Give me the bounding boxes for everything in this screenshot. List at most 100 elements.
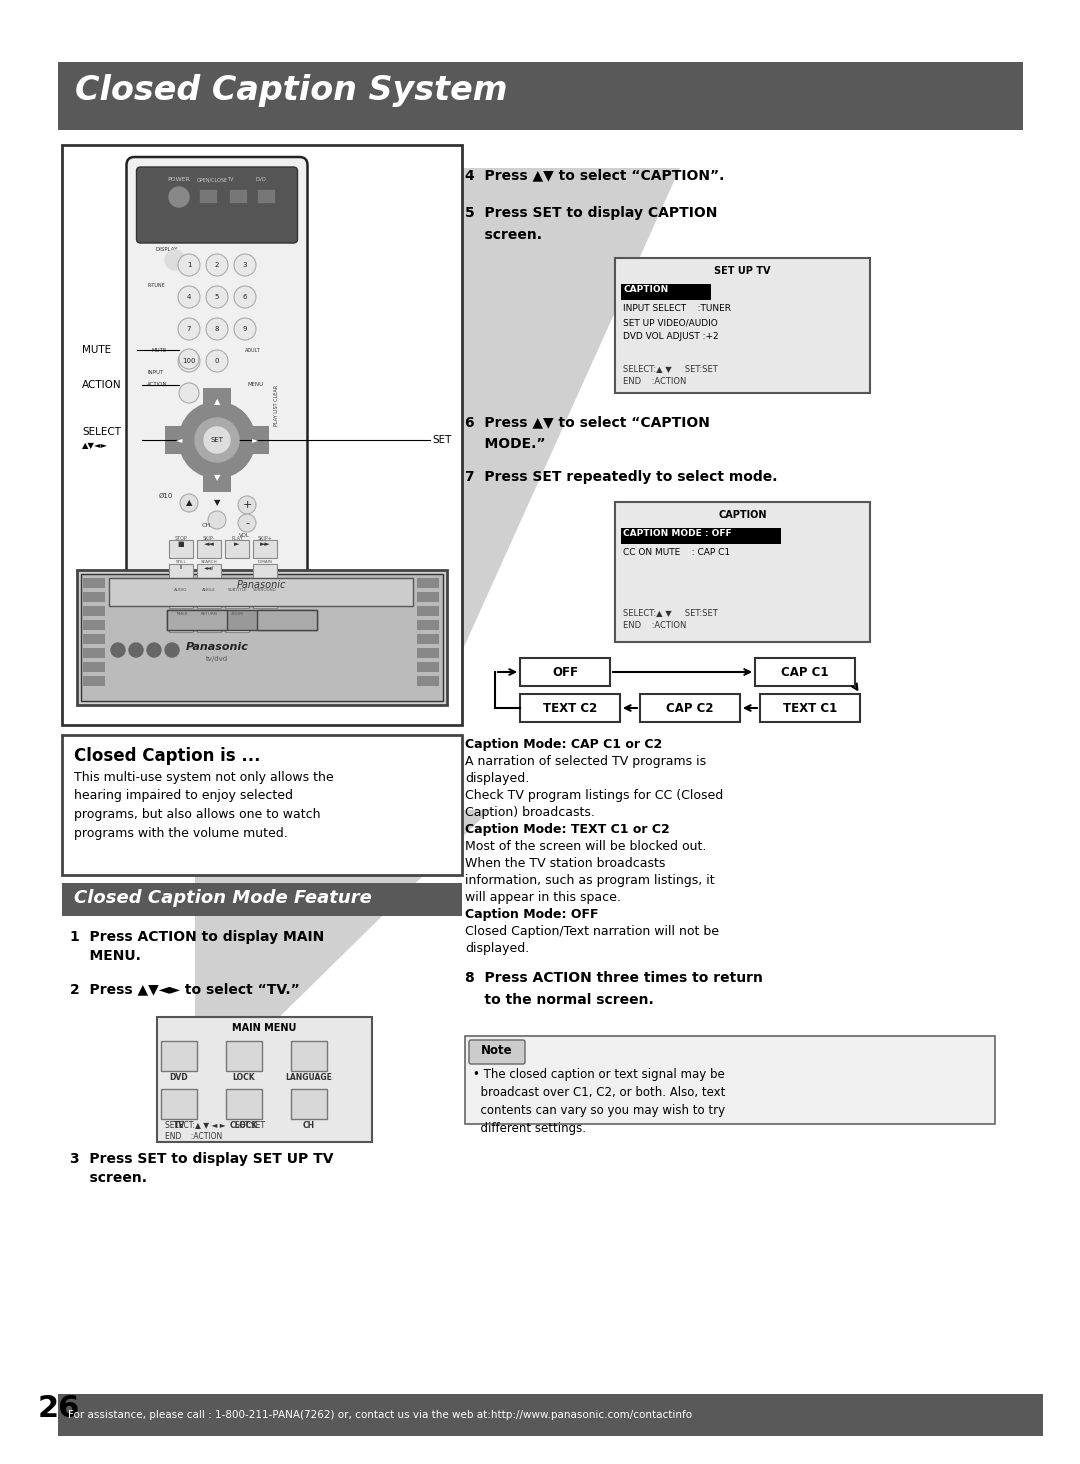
Text: 1: 1 [187, 262, 191, 268]
Text: ▲: ▲ [214, 398, 220, 407]
Text: SELECT:▲ ▼     SET:SET: SELECT:▲ ▼ SET:SET [623, 608, 718, 616]
Bar [62, 735, 462, 875]
Text: CH: CH [302, 1121, 315, 1130]
Text: ▲: ▲ [186, 499, 192, 508]
Bar [253, 591, 276, 608]
Text: END    :ACTION: END :ACTION [623, 378, 687, 386]
Text: R-TUNE: R-TUNE [147, 283, 165, 288]
Bar [165, 426, 193, 454]
Bar [197, 591, 221, 608]
Text: INPUT: INPUT [147, 370, 163, 375]
Text: A narration of selected TV programs is: A narration of selected TV programs is [465, 755, 706, 769]
Circle shape [238, 514, 256, 531]
Circle shape [129, 643, 143, 657]
Bar [197, 540, 221, 558]
Text: 2  Press ▲▼◄► to select “TV.”: 2 Press ▲▼◄► to select “TV.” [70, 982, 300, 996]
Bar [229, 189, 247, 203]
Bar [417, 591, 438, 602]
Text: information, such as program listings, it: information, such as program listings, i… [465, 874, 715, 887]
Text: CAPTION: CAPTION [718, 509, 767, 520]
Bar [225, 616, 249, 632]
Circle shape [179, 384, 199, 403]
Bar [417, 634, 438, 644]
Text: ◄◄: ◄◄ [204, 542, 214, 548]
Bar [417, 578, 438, 589]
Text: 0: 0 [215, 359, 219, 365]
Text: 7  Press SET repeatedly to select mode.: 7 Press SET repeatedly to select mode. [465, 470, 778, 485]
Text: SKIP-: SKIP- [203, 536, 215, 542]
Circle shape [208, 511, 226, 529]
Text: +: + [242, 501, 252, 509]
Circle shape [168, 187, 189, 206]
Text: SKIP+: SKIP+ [257, 536, 272, 542]
Text: CAP C2: CAP C2 [666, 701, 714, 714]
Text: For assistance, please call : 1-800-211-PANA(7262) or, contact us via the web at: For assistance, please call : 1-800-211-… [68, 1410, 692, 1420]
Bar [161, 1041, 197, 1072]
Bar [417, 649, 438, 657]
Bar [203, 464, 231, 492]
Text: ►►: ►► [259, 542, 270, 548]
Text: Closed Caption System: Closed Caption System [75, 75, 508, 107]
Circle shape [178, 285, 200, 307]
Text: 100: 100 [183, 359, 195, 365]
Bar [83, 662, 105, 672]
Text: ▼: ▼ [214, 499, 220, 508]
Text: SET: SET [211, 436, 224, 444]
Bar [615, 258, 870, 392]
Text: -: - [245, 518, 249, 529]
Bar [168, 540, 193, 558]
FancyBboxPatch shape [469, 1039, 525, 1064]
Text: TEXT C2: TEXT C2 [543, 701, 597, 714]
Text: ►: ► [252, 435, 258, 445]
Text: D.MAIN: D.MAIN [257, 561, 272, 564]
Circle shape [206, 253, 228, 277]
Bar [291, 1041, 327, 1072]
Text: SURROUND: SURROUND [253, 589, 276, 591]
Circle shape [195, 419, 239, 463]
Bar [615, 502, 870, 643]
FancyBboxPatch shape [136, 167, 297, 243]
Text: PLAY: PLAY [231, 536, 243, 542]
Bar [62, 145, 462, 725]
Bar [58, 1394, 1043, 1436]
Text: 5  Press SET to display CAPTION: 5 Press SET to display CAPTION [465, 206, 717, 220]
Text: Closed Caption/Text narration will not be: Closed Caption/Text narration will not b… [465, 925, 719, 938]
Bar [257, 189, 275, 203]
Circle shape [178, 318, 200, 340]
Bar [621, 529, 781, 545]
Text: ACTION: ACTION [82, 381, 122, 389]
Text: DISPLAY: DISPLAY [156, 247, 177, 252]
Text: ▼: ▼ [214, 473, 220, 483]
Text: Note: Note [482, 1044, 513, 1057]
Circle shape [178, 253, 200, 277]
Text: STOP: STOP [175, 536, 187, 542]
Bar [157, 1017, 372, 1142]
Text: CLOCK: CLOCK [230, 1121, 258, 1130]
Text: ZOOM: ZOOM [231, 612, 243, 616]
Bar [225, 540, 249, 558]
Bar [755, 657, 855, 687]
FancyBboxPatch shape [126, 157, 308, 603]
Text: END    :ACTION: END :ACTION [623, 621, 687, 630]
Bar [197, 616, 221, 632]
Text: SELECT:▲ ▼     SET:SET: SELECT:▲ ▼ SET:SET [623, 365, 718, 373]
Bar [417, 662, 438, 672]
Bar [519, 657, 610, 687]
Text: DVD: DVD [255, 177, 266, 182]
Text: CAPTION MODE : OFF: CAPTION MODE : OFF [623, 529, 731, 537]
Bar [253, 540, 276, 558]
Bar [167, 610, 227, 630]
Text: ▲▼◄►: ▲▼◄► [82, 442, 108, 451]
Text: 6: 6 [243, 294, 247, 300]
Text: ADULT: ADULT [245, 348, 260, 353]
Text: When the TV station broadcasts: When the TV station broadcasts [465, 856, 665, 870]
Bar [203, 388, 231, 416]
Text: Check TV program listings for CC (Closed: Check TV program listings for CC (Closed [465, 789, 724, 802]
Text: SELECT: SELECT [82, 427, 121, 436]
Bar [83, 606, 105, 616]
Text: This multi-use system not only allows the
hearing impaired to enjoy selected
pro: This multi-use system not only allows th… [75, 772, 334, 839]
Text: Closed Caption is ...: Closed Caption is ... [75, 747, 260, 766]
Text: POWER: POWER [167, 177, 190, 182]
Text: Panasonic: Panasonic [186, 643, 248, 651]
Text: SET: SET [432, 435, 451, 445]
